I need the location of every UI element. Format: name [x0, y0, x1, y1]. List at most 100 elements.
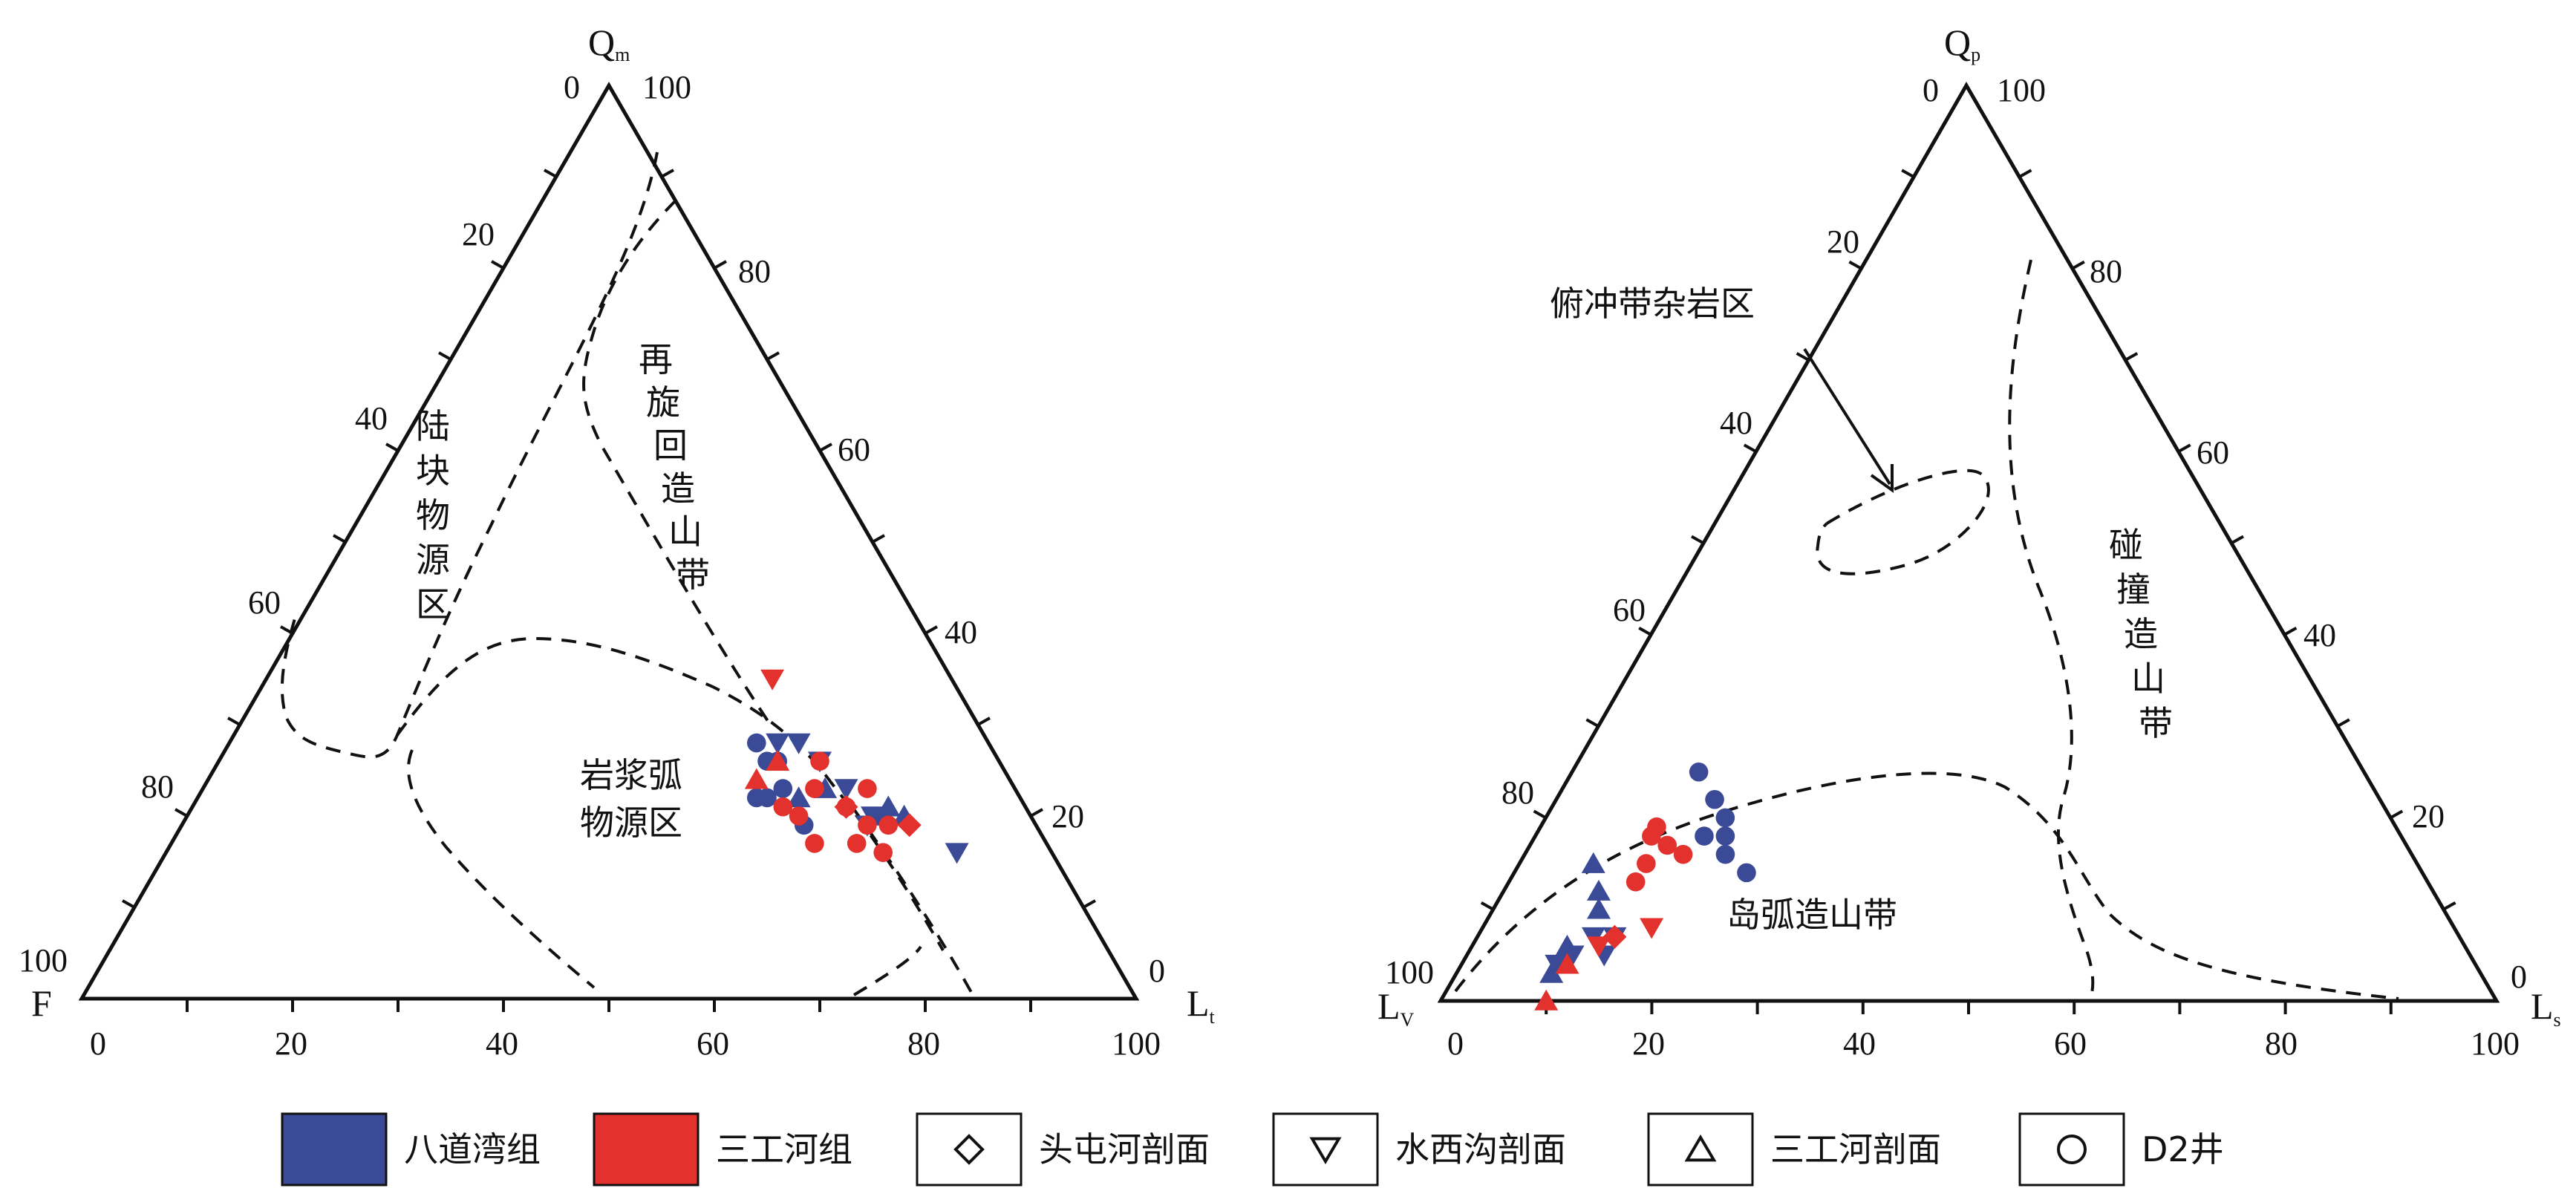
badaowan-circle-point [1715, 826, 1735, 846]
badaowan-circle-point [747, 733, 766, 753]
tick-label: 100 [1385, 954, 1434, 990]
badaowan-circle-point [1737, 863, 1756, 883]
tick-mark [1796, 352, 1810, 362]
badaowan-circle-point [1715, 844, 1735, 864]
sangonghe-circle-point [773, 797, 793, 817]
qp-lv-ls-ternary-diagram: Qp LV Ls 0 20 40 60 80 100 100 80 60 40 … [1377, 22, 2561, 1062]
tick-label: 100 [2471, 1025, 2520, 1062]
island-arc-label: 岛弧造山带 [1726, 895, 1897, 935]
tick-mark [491, 260, 504, 270]
tick-label: 20 [275, 1025, 307, 1062]
legend-shape-swatch [1272, 1112, 1379, 1187]
legend-item: 水西沟剖面 [1272, 1112, 1566, 1187]
tick-mark [925, 625, 938, 635]
badaowan-up-point [1555, 934, 1579, 956]
sangonghe-circle-point [1673, 844, 1693, 864]
region-labels: 陆块物源区 再旋回造山带 岩浆弧 物源区 [416, 339, 710, 843]
sangonghe-circle-point [789, 806, 809, 826]
sangonghe-down-point [760, 669, 785, 691]
legend-item: 三工河剖面 [1647, 1112, 1941, 1187]
tick-mark [872, 534, 885, 544]
tick-mark [2283, 627, 2298, 636]
badaowan-down-point [945, 843, 969, 864]
tick-label: 0 [90, 1025, 106, 1062]
legend-label: 水西沟剖面 [1395, 1129, 1566, 1169]
sangonghe-up-point [744, 768, 769, 789]
legend-item: 三工河组 [593, 1112, 852, 1187]
tick-mark [1691, 535, 1704, 545]
tick-label: 0 [2511, 959, 2527, 995]
legend-shape-swatch [1647, 1112, 1754, 1187]
continental-block-boundary [280, 151, 659, 759]
tick-mark [544, 169, 557, 178]
corner-label-f: F [31, 982, 52, 1024]
badaowan-up-point [1581, 852, 1605, 873]
transitional-boundary [852, 945, 922, 996]
tick-mark [227, 717, 241, 726]
recycled-orogen-boundary [582, 199, 774, 729]
legend-label: 三工河剖面 [1770, 1129, 1941, 1169]
tick-label: 60 [2197, 434, 2229, 471]
tick-label: 40 [1843, 1025, 1876, 1062]
badaowan-down-point [834, 779, 858, 800]
tick-mark [2177, 443, 2191, 453]
badaowan-up-point [1587, 898, 1611, 919]
right-axis-ticks: 0 20 40 60 80 100 [642, 69, 1165, 989]
field-boundaries [280, 151, 974, 996]
badaowan-circle-point [1695, 826, 1714, 846]
sangonghe-circle-point [1626, 872, 1646, 892]
triangle-outline [78, 81, 1140, 1001]
circle-icon [2057, 1135, 2087, 1164]
tick-label: 60 [2054, 1025, 2087, 1062]
legend-item: 头屯河剖面 [916, 1112, 1210, 1187]
tick-mark [1901, 169, 1915, 179]
tick-label: 80 [2265, 1025, 2298, 1062]
tick-label: 20 [1827, 223, 1859, 260]
tick-mark [714, 260, 727, 270]
tick-label: 0 [1149, 953, 1165, 989]
tick-mark [1585, 718, 1600, 728]
tick-label: 20 [1632, 1025, 1665, 1062]
legend: 八道湾组 三工河组 头屯河剖面 水西沟剖面 三工河剖面 D2井 [281, 1112, 2224, 1187]
tick-label: 0 [564, 69, 580, 105]
sangonghe-down-point [1640, 918, 1664, 939]
badaowan-up-point [1586, 879, 1611, 901]
corner-label-lt: Lt [1187, 982, 1216, 1028]
tick-mark [1638, 627, 1652, 636]
bottom-axis-ticks: 0 20 40 60 80 100 [90, 1025, 1161, 1062]
tick-label: 100 [642, 69, 691, 105]
recycled-orogen-label: 再旋回造山带 [639, 339, 710, 595]
legend-shape-swatch [2018, 1112, 2125, 1187]
badaowan-up-point [786, 786, 811, 808]
tick-label: 0 [1923, 72, 1939, 108]
tick-label: 40 [2303, 617, 2336, 653]
tick-mark [766, 351, 780, 361]
tick-mark [1030, 808, 1043, 817]
right-axis-ticks: 0 20 40 60 80 100 [1997, 72, 2527, 995]
tick-mark [2390, 809, 2404, 820]
tick-mark [2336, 718, 2350, 728]
tick-label: 60 [1613, 592, 1646, 628]
tick-mark [122, 899, 135, 909]
legend-color-swatch [593, 1112, 700, 1187]
badaowan-up-point [876, 795, 901, 817]
tick-mark [385, 443, 399, 452]
tick-label: 20 [462, 216, 495, 252]
sangonghe-circle-point [810, 751, 829, 771]
tick-label: 20 [2412, 798, 2445, 835]
tick-mark [333, 534, 346, 544]
legend-color-swatch [281, 1112, 388, 1187]
tick-mark [1533, 809, 1547, 820]
down-icon [1309, 1137, 1342, 1165]
data-points [1534, 762, 1756, 1011]
sangonghe-diamond-point [897, 813, 922, 838]
up-icon [1684, 1134, 1717, 1162]
bottom-axis-ticks: 0 20 40 60 80 100 [1447, 1025, 2520, 1062]
subduction-melange-boundary [1816, 469, 1990, 575]
sangonghe-up-point [1534, 989, 1559, 1011]
legend-label: 八道湾组 [404, 1129, 541, 1169]
tick-marks [1480, 169, 2456, 1014]
melange-arrow [1803, 347, 1894, 493]
tick-label: 60 [838, 431, 870, 468]
